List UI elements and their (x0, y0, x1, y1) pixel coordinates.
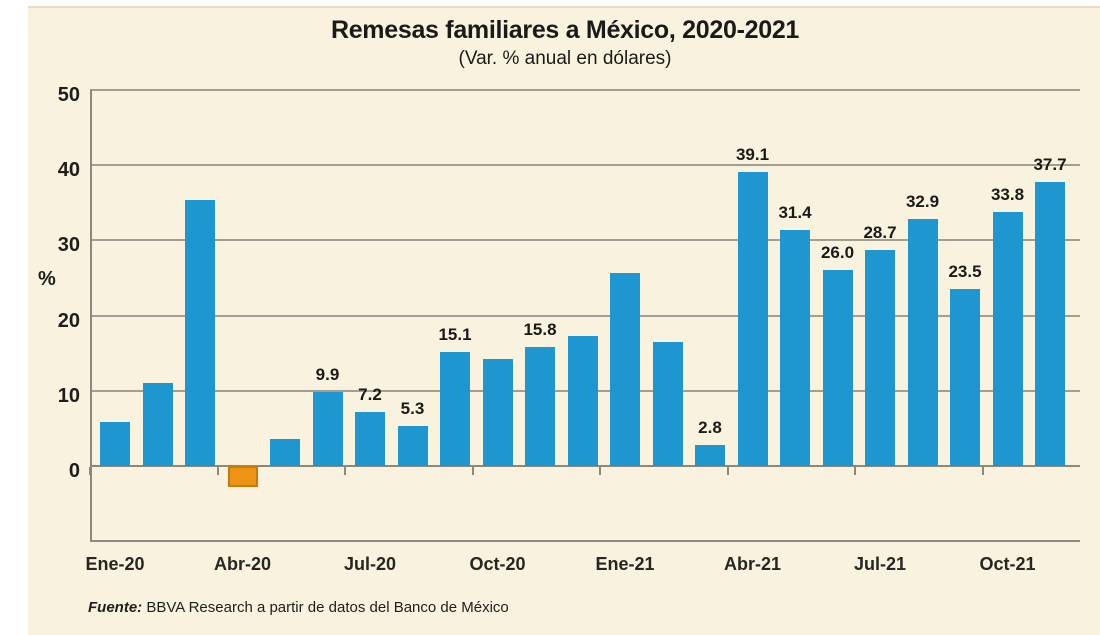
x-axis-tick (471, 467, 474, 475)
x-axis-tick-label: Abr-21 (723, 554, 781, 574)
bar-Sep-20 (440, 352, 470, 466)
bar-Abr-21 (737, 171, 768, 466)
y-axis-tick-label: 20 (57, 309, 80, 332)
bar-Jul-20 (355, 411, 385, 466)
bar-Mar-20 (185, 199, 215, 466)
bar-Nov-21 (1035, 182, 1065, 466)
bar-Feb-21 (652, 341, 683, 466)
chart-subtitle: (Var. % anual en dólares) (458, 48, 672, 69)
bar-value-label: 32.9 (905, 191, 940, 211)
x-axis-tick-label: Abr-20 (213, 554, 271, 574)
source-prefix: Fuente: (88, 599, 143, 616)
x-axis-tick-label: Ene-20 (85, 554, 145, 574)
x-axis-tick (599, 467, 601, 475)
x-axis-tick (854, 467, 856, 475)
bar-value-label: 26.0 (820, 243, 855, 263)
x-axis-tick (216, 467, 219, 475)
bar-Jun-20 (312, 391, 343, 466)
bar-value-label: 39.1 (735, 144, 770, 164)
x-axis-tick (89, 467, 91, 475)
bar-Abr-20 (227, 466, 258, 488)
bar-Oct-20 (482, 359, 513, 466)
bar-Ene-21 (610, 273, 640, 466)
bar-value-label: 9.9 (315, 364, 340, 384)
bar-Ago-21 (907, 218, 938, 466)
bar-value-label: 15.8 (523, 320, 557, 340)
y-axis-tick-label: 0 (68, 460, 80, 482)
source-text: BBVA Research a partir de datos del Banc… (142, 599, 509, 616)
gridline-40 (90, 164, 1080, 167)
x-axis-tick-label: Ene-21 (595, 554, 655, 574)
bar-May-20 (270, 438, 300, 466)
gridline-30 (90, 239, 1080, 242)
bar-May-21 (780, 229, 810, 466)
x-axis-tick-label: Oct-21 (979, 554, 1036, 574)
y-axis-tick-label: 10 (57, 384, 80, 407)
bar-value-label: 37.7 (1033, 155, 1067, 175)
bar-Jul-21 (865, 250, 895, 466)
x-axis-tick-label: Jul-20 (343, 554, 397, 574)
bar-value-label: 5.3 (400, 399, 425, 419)
gridline-0 (90, 465, 1080, 467)
gridline-20 (90, 314, 1080, 317)
y-axis-tick-label: 50 (57, 84, 80, 106)
bar-value-label: 2.8 (698, 417, 722, 437)
bar-value-label: 15.1 (438, 325, 472, 345)
x-axis-tick (344, 467, 346, 475)
bar-value-label: 7.2 (358, 384, 382, 404)
bar-Sep-21 (950, 289, 980, 466)
bar-value-label: 33.8 (990, 184, 1025, 204)
bar-Ene-20 (100, 422, 130, 466)
bar-value-label: 28.7 (863, 223, 897, 243)
gridline-50 (90, 89, 1080, 91)
y-axis-tick-label: 40 (57, 159, 80, 182)
x-axis-tick-label: Oct-20 (469, 554, 526, 574)
x-axis-tick-label: Jul-21 (853, 554, 907, 574)
bar-Nov-20 (525, 347, 555, 466)
bar-Oct-21 (992, 211, 1023, 466)
x-axis-tick (981, 467, 984, 475)
bar-value-label: 31.4 (778, 202, 812, 222)
chart-title: Remesas familiares a México, 2020-2021 (330, 16, 800, 44)
bar-Jun-21 (822, 270, 853, 466)
y-axis-label: % (38, 268, 56, 290)
x-axis-tick (726, 467, 729, 475)
bar-Feb-20 (142, 383, 173, 466)
bar-Dic-20 (567, 335, 598, 466)
bar-Mar-21 (695, 444, 725, 466)
plot-bottom-frame (90, 540, 1080, 542)
source-note: Fuente: BBVA Research a partir de datos … (88, 599, 509, 616)
y-axis-tick-label: 30 (57, 234, 80, 257)
y-axis-line (90, 90, 92, 541)
bar-value-label: 23.5 (948, 262, 982, 282)
bar-Ago-20 (397, 426, 428, 466)
